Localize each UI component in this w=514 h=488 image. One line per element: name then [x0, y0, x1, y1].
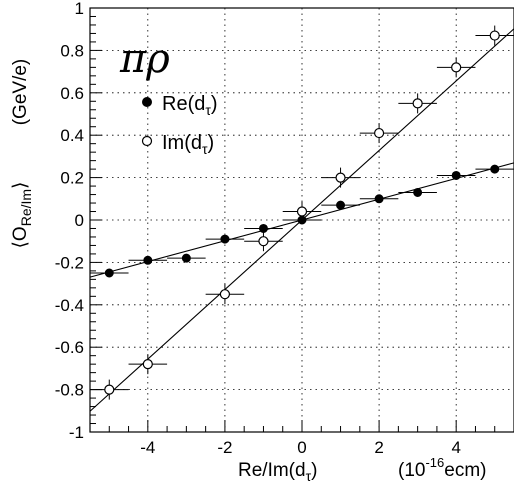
y-tick-label: -0.4	[55, 296, 84, 315]
data-point	[219, 289, 231, 300]
y-tick-label: -1	[69, 423, 84, 442]
x-tick-label: 2	[374, 438, 383, 457]
data-point	[296, 206, 308, 217]
data-point	[489, 30, 500, 41]
legend-label-re: Re(dτ)	[162, 93, 218, 118]
legend-label-im: Im(dτ)	[162, 132, 214, 157]
data-point	[374, 194, 384, 204]
y-tick-label: 0.2	[60, 169, 84, 188]
data-point	[413, 187, 423, 197]
data-point	[490, 164, 500, 174]
x-tick-label: -2	[217, 438, 232, 457]
data-points	[90, 25, 514, 400]
data-point	[181, 253, 191, 263]
y-axis-unit: (GeV/e)	[10, 59, 31, 126]
data-point	[142, 359, 153, 370]
y-tick-label: 0.8	[60, 41, 84, 60]
x-tick-label: 4	[451, 438, 460, 457]
axis-ticks	[90, 7, 496, 433]
data-point	[451, 62, 462, 73]
x-tick-label: -4	[140, 438, 155, 457]
y-tick-label: 0	[75, 211, 84, 230]
y-tick-label: 0.6	[60, 84, 84, 103]
data-point	[412, 98, 423, 109]
x-axis-unit: (10-16ecm)	[398, 455, 487, 481]
data-point	[258, 236, 269, 247]
data-point	[104, 384, 115, 395]
data-point	[373, 127, 385, 139]
y-tick-label: -0.8	[55, 381, 84, 400]
data-point	[104, 268, 114, 278]
legend-marker-im	[141, 135, 153, 147]
tick-labels: -4 -2 0 2 4 1 0.8 0.6 0.4 0.2 0 -0.2 -0.4 -0.6 -0.8 -1	[55, 0, 461, 457]
data-point	[336, 200, 346, 210]
legend: Re(dτ) Im(dτ)	[141, 93, 218, 157]
data-point	[451, 170, 461, 180]
process-label: πρ	[119, 36, 170, 82]
y-tick-label: 0.4	[60, 126, 84, 145]
y-axis-label: ⟨ORe/Im⟩	[10, 182, 34, 249]
data-point	[335, 172, 346, 183]
data-point	[143, 255, 153, 265]
y-tick-label: 1	[75, 0, 84, 18]
data-point	[220, 234, 230, 244]
legend-marker-re	[142, 97, 152, 107]
x-axis-label: Re/Im(dτ)	[238, 460, 317, 484]
y-tick-label: -0.6	[55, 338, 84, 357]
y-tick-label: -0.2	[55, 253, 84, 272]
x-tick-label: 0	[297, 438, 306, 457]
